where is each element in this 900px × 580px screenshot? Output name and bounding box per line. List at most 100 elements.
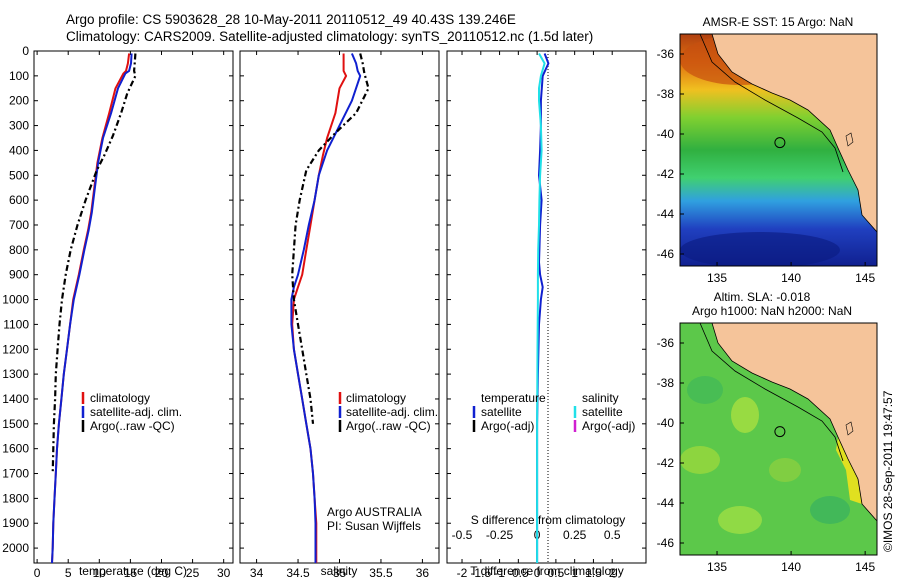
y-tick-label: 400 xyxy=(9,143,29,157)
legend-label-argo: Argo(..raw -QC) xyxy=(90,419,175,433)
y-tick-label: 800 xyxy=(9,243,29,257)
legend-label-argo: Argo(..raw -QC) xyxy=(346,419,431,433)
sst-map-frame xyxy=(679,33,878,267)
sst-x-ticks: 135 140 145 xyxy=(707,262,875,285)
difference-axes xyxy=(446,50,647,564)
legend-label-satellite: satellite-adj. clim. xyxy=(346,405,438,419)
series-line-satellite xyxy=(536,53,546,563)
x-tick-label: 35 xyxy=(333,566,347,580)
sla-map: Altim. SLA: -0.018 Argo h1000: NaN h2000… xyxy=(657,290,878,574)
s-tick-label: -0.25 xyxy=(486,528,514,542)
series-line-argo-raw-qc- xyxy=(291,53,370,424)
s-tick-label: 0.5 xyxy=(604,528,621,542)
argo-position-marker xyxy=(774,426,786,438)
timestamp-stamp: ©IMOS 28-Sep-2011 19:47:57 xyxy=(881,390,895,552)
sla-patch xyxy=(769,458,801,482)
float-agency: Argo AUSTRALIA xyxy=(327,505,422,519)
temperature-legend: climatology satellite-adj. clim. Argo(..… xyxy=(81,391,182,433)
sla-x-ticks: 135 140 145 xyxy=(707,551,875,574)
lat-tick-label: -36 xyxy=(657,47,675,61)
y-tick-label: 2000 xyxy=(2,541,29,555)
series-line-satellite-adj-clim- xyxy=(290,53,362,563)
x-tick-label: 30 xyxy=(217,566,231,580)
sst-map-title: AMSR-E SST: 15 Argo: NaN xyxy=(703,15,854,29)
legend-label-climatology: climatology xyxy=(346,391,406,405)
argo-position-marker xyxy=(774,137,786,149)
salinity-lines xyxy=(290,53,370,563)
sst-island xyxy=(845,132,854,147)
lat-tick-label: -44 xyxy=(657,496,675,510)
difference-y-ticks xyxy=(447,50,646,549)
x-tick-label: -1.5 xyxy=(470,566,491,580)
series-line-argo-raw-qc- xyxy=(51,53,137,474)
sla-contour xyxy=(699,323,844,462)
salinity-x-ticks: 34 34.5 35 35.5 36 xyxy=(250,51,429,580)
temperature-axes xyxy=(33,50,234,564)
x-tick-label: 2 xyxy=(609,566,616,580)
sla-patch xyxy=(718,506,762,534)
sla-patch xyxy=(687,376,723,404)
x-tick-label: 0.5 xyxy=(548,566,565,580)
series-line-climatology xyxy=(51,53,131,564)
legend-label-s-argo: Argo(-adj) xyxy=(582,419,635,433)
sla-map-title-1: Altim. SLA: -0.018 xyxy=(714,290,811,304)
lat-tick-label: -44 xyxy=(657,207,675,221)
float-pi: PI: Susan Wijffels xyxy=(327,519,421,533)
sst-land xyxy=(712,34,877,232)
difference-x-ticks: -2 -1.5 -1 -0.5 0 0.5 1 1.5 2 xyxy=(457,51,616,580)
legend-label-t-satellite: satellite xyxy=(481,405,522,419)
sst-map: AMSR-E SST: 15 Argo: NaN 135 140 145 -36-3… xyxy=(657,15,878,285)
sst-cool-patch xyxy=(680,232,840,266)
lat-tick-label: -38 xyxy=(657,376,675,390)
temperature-panel: 0100200300400500600700800900100011001200… xyxy=(2,44,234,580)
temperature-xlabel: temperature (deg C) xyxy=(79,564,187,578)
x-tick-label: 25 xyxy=(186,566,200,580)
salinity-y-ticks xyxy=(240,50,439,549)
lon-tick-label: 140 xyxy=(781,560,801,574)
salinity-xlabel: salinity xyxy=(321,564,358,578)
header-line-1: Argo profile: CS 5903628_28 10-May-2011 … xyxy=(66,12,516,27)
x-tick-label: -0.5 xyxy=(508,566,529,580)
x-tick-label: 5 xyxy=(65,566,72,580)
lon-tick-label: 135 xyxy=(707,271,727,285)
x-tick-label: 0 xyxy=(534,566,541,580)
sla-island xyxy=(845,421,854,436)
sst-y-ticks: -36 -38 -40 -42 -44 -46 xyxy=(657,47,684,261)
sla-patch xyxy=(731,397,759,433)
salinity-legend: climatology satellite-adj. clim. Argo(..… xyxy=(338,391,438,433)
y-tick-label: 200 xyxy=(9,94,29,108)
y-tick-label: 1600 xyxy=(2,442,29,456)
lat-tick-label: -46 xyxy=(657,536,675,550)
lat-tick-label: -46 xyxy=(657,247,675,261)
y-tick-label: 600 xyxy=(9,193,29,207)
temperature-x-ticks: 0 5 10 15 20 25 30 xyxy=(34,51,231,580)
lat-tick-label: -40 xyxy=(657,416,675,430)
difference-xlabel: T difference from climatology xyxy=(470,564,624,578)
difference-legend: temperature satellite Argo(-adj) salinit… xyxy=(472,391,635,433)
y-tick-label: 1100 xyxy=(3,317,29,331)
difference-top-xlabel: S difference from climatology xyxy=(471,513,626,527)
y-tick-label: 900 xyxy=(9,268,29,282)
lat-tick-label: -42 xyxy=(657,167,675,181)
sla-coastline xyxy=(711,323,877,522)
y-tick-label: 1300 xyxy=(2,367,29,381)
x-tick-label: 10 xyxy=(93,566,107,580)
y-tick-label: 700 xyxy=(9,218,29,232)
sla-patch xyxy=(680,446,720,474)
difference-panel: -2 -1.5 -1 -0.5 0 0.5 1 1.5 2 -0.5 -0.25 0 0.25 0.5 … xyxy=(446,50,647,580)
lat-tick-label: -36 xyxy=(657,336,675,350)
y-tick-label: 500 xyxy=(9,168,29,182)
sla-map-title-2: Argo h1000: NaN h2000: NaN xyxy=(692,304,852,318)
y-tick-label: 300 xyxy=(9,119,29,133)
s-tick-label: -0.5 xyxy=(452,528,473,542)
lon-tick-label: 135 xyxy=(707,560,727,574)
x-tick-label: -2 xyxy=(457,566,468,580)
lat-tick-label: -42 xyxy=(657,456,675,470)
temperature-lines xyxy=(51,53,137,564)
y-tick-label: 0 xyxy=(22,44,29,58)
lon-tick-label: 140 xyxy=(781,271,801,285)
salinity-panel: 34 34.5 35 35.5 36 salinity climatology sate… xyxy=(239,50,440,580)
sla-land xyxy=(712,323,877,521)
legend-label-climatology: climatology xyxy=(90,391,150,405)
y-tick-label: 1700 xyxy=(2,467,29,481)
